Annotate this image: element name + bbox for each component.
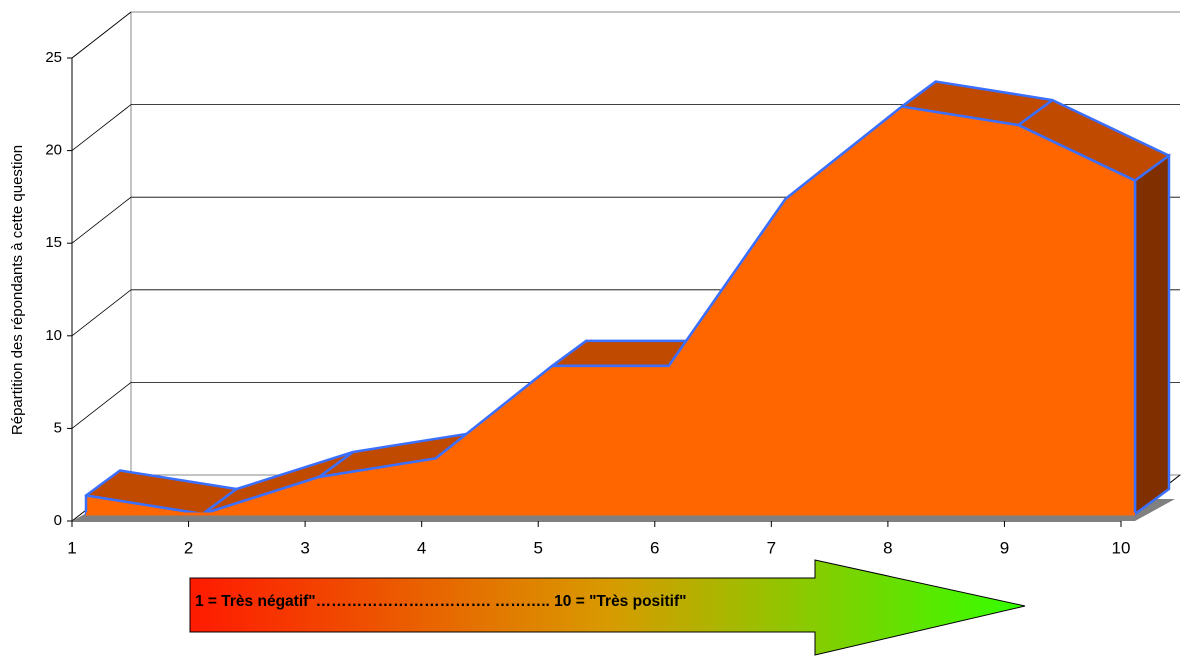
grid-line-side xyxy=(71,196,132,244)
scale-annotation: 1 = Très négatif"……………………………. ……….. 10 =… xyxy=(195,593,686,610)
x-tick-label: 4 xyxy=(417,538,426,557)
area-side-face xyxy=(1133,153,1171,517)
x-tick-label: 5 xyxy=(533,538,542,557)
grid-line-side xyxy=(71,382,132,429)
y-tick-label: 10 xyxy=(45,327,62,344)
area xyxy=(84,105,1137,516)
x-tick-label: 8 xyxy=(883,538,892,557)
y-tick-label: 20 xyxy=(45,142,62,159)
y-tick-label: 15 xyxy=(45,234,62,251)
x-tick-label: 6 xyxy=(650,538,659,557)
y-axis-label: Répartition des répondants à cette quest… xyxy=(9,145,26,435)
x-tick-label: 9 xyxy=(1000,538,1009,557)
y-tick-label: 25 xyxy=(45,49,62,66)
grid-line-side xyxy=(71,289,132,337)
x-tick-label: 10 xyxy=(1112,538,1131,557)
y-tick-label: 0 xyxy=(54,512,62,529)
y-tick-label: 5 xyxy=(54,419,62,436)
grid-line-side xyxy=(71,11,132,59)
x-tick-label: 1 xyxy=(67,538,76,557)
x-tick-label: 2 xyxy=(184,538,193,557)
scale-arrow xyxy=(189,559,1026,656)
grid-line-side xyxy=(71,104,132,151)
x-tick-label: 3 xyxy=(300,538,309,557)
plot-area: 0 5 10 15 20 25 1 2 3 4 5 6 7 8 9 10 xyxy=(45,11,1181,557)
x-tick-label: 7 xyxy=(767,538,776,557)
